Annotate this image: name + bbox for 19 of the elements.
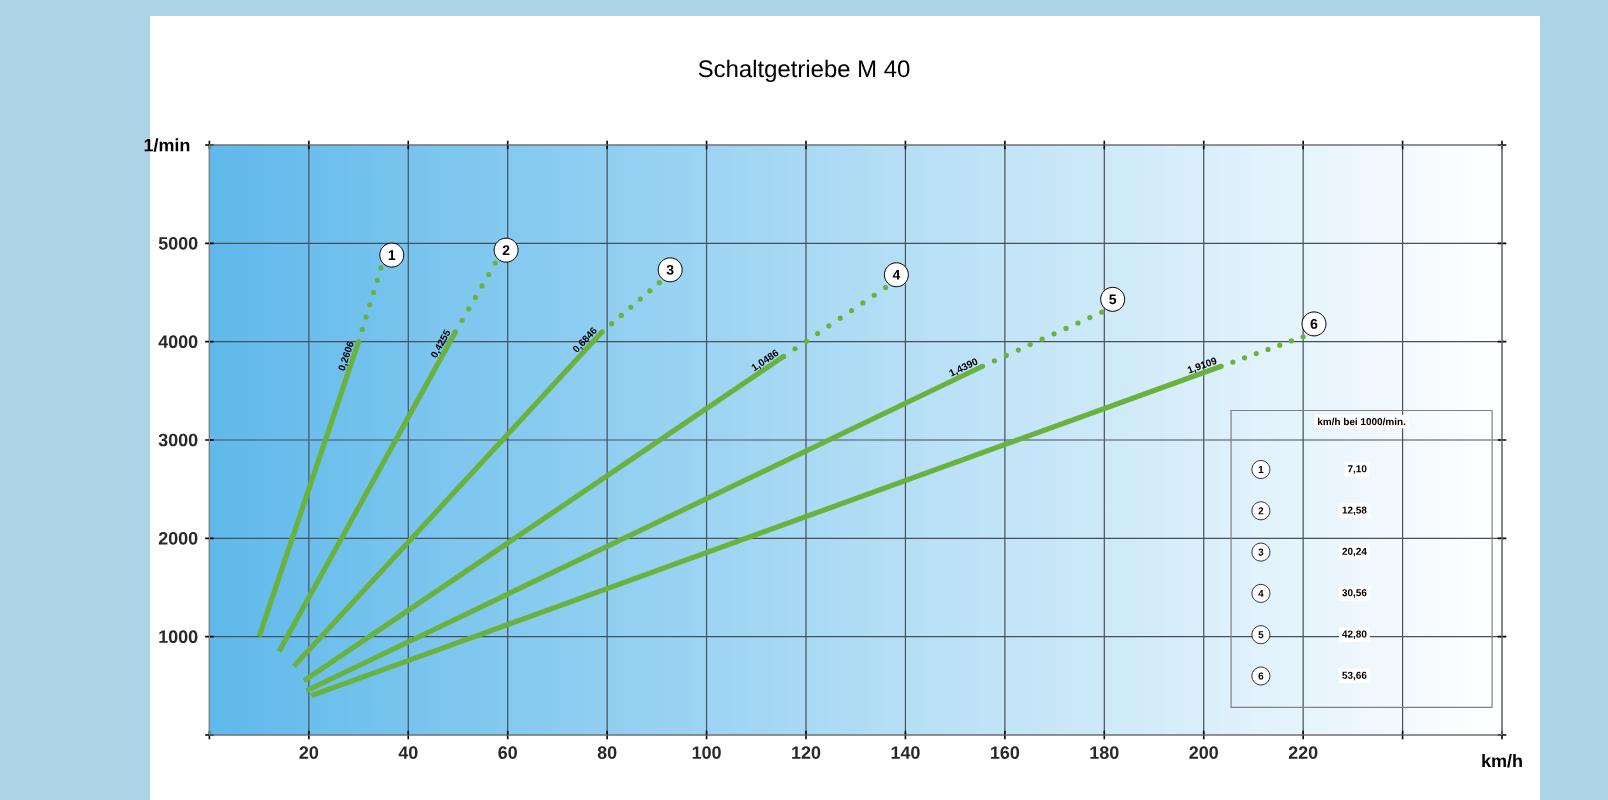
chart-title: Schaltgetriebe M 40	[698, 59, 910, 83]
y-tick-label: 2000	[158, 531, 198, 545]
x-tick-label: 20	[299, 746, 319, 759]
y-axis-title: 1/min	[144, 138, 190, 152]
y-tick-label: 1000	[159, 630, 198, 644]
y-tick-label: 3000	[158, 433, 198, 447]
x-tick-label: 220	[1288, 746, 1318, 759]
x-tick-label: 160	[991, 746, 1020, 759]
x-axis-title: km/h	[1482, 754, 1522, 768]
y-tick-label: 4000	[158, 335, 198, 349]
x-tick-label: 120	[792, 746, 821, 759]
y-tick-label: 5000	[158, 236, 198, 250]
x-tick-label: 180	[1090, 746, 1119, 759]
x-tick-label: 40	[398, 746, 418, 759]
x-tick-label: 200	[1189, 746, 1218, 759]
x-tick-label: 140	[891, 746, 920, 759]
x-tick-label: 100	[692, 746, 721, 759]
x-tick-label: 80	[597, 746, 617, 759]
x-tick-label: 60	[498, 746, 517, 759]
